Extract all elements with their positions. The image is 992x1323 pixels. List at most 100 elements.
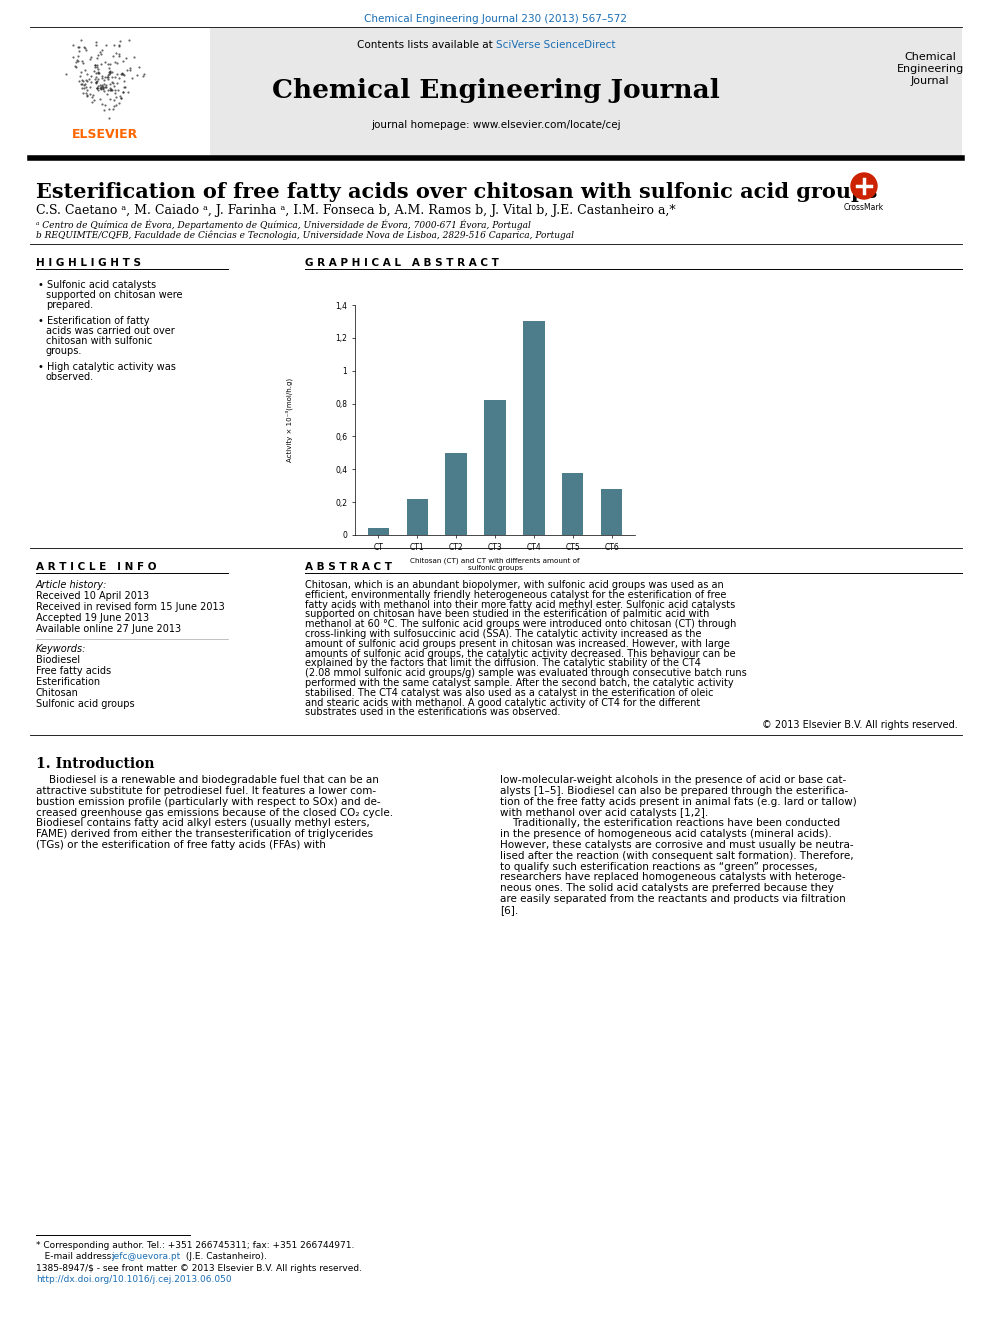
- Point: [102, 62, 118, 83]
- Point: [108, 42, 124, 64]
- Point: [92, 89, 108, 110]
- Point: [101, 99, 117, 120]
- Point: [102, 73, 118, 94]
- Point: [111, 67, 127, 89]
- Point: [69, 50, 85, 71]
- Point: [87, 57, 103, 78]
- Point: [115, 50, 131, 71]
- Text: Sulfonic acid groups: Sulfonic acid groups: [36, 699, 135, 709]
- Point: [122, 60, 138, 81]
- Text: Contents lists available at: Contents lists available at: [357, 40, 496, 50]
- Point: [120, 81, 136, 102]
- Point: [110, 79, 126, 101]
- Text: groups.: groups.: [46, 347, 82, 356]
- Point: [73, 50, 89, 71]
- Text: journal homepage: www.elsevier.com/locate/cej: journal homepage: www.elsevier.com/locat…: [371, 120, 621, 130]
- Point: [118, 48, 134, 69]
- Point: [79, 86, 95, 107]
- Text: amount of sulfonic acid groups present in chitosan was increased. However, with : amount of sulfonic acid groups present i…: [305, 639, 730, 648]
- Point: [81, 48, 97, 69]
- Point: [88, 30, 104, 52]
- Point: [83, 46, 99, 67]
- Bar: [445, 452, 467, 534]
- Point: [73, 74, 89, 95]
- Text: b REQUIMTE/CQFB, Faculdade de Ciências e Tecnologia, Universidade Nova de Lisboa: b REQUIMTE/CQFB, Faculdade de Ciências e…: [36, 232, 574, 241]
- Point: [111, 93, 127, 114]
- Text: jefc@uevora.pt: jefc@uevora.pt: [111, 1252, 181, 1261]
- Point: [74, 74, 90, 95]
- Text: • Esterification of fatty: • Esterification of fatty: [38, 316, 150, 325]
- Text: • High catalytic activity was: • High catalytic activity was: [38, 363, 176, 372]
- Point: [109, 73, 125, 94]
- Text: creased greenhouse gas emissions because of the closed CO₂ cycle.: creased greenhouse gas emissions because…: [36, 807, 393, 818]
- Point: [92, 74, 108, 95]
- Point: [129, 65, 145, 86]
- Point: [100, 54, 116, 75]
- Point: [102, 79, 118, 101]
- Point: [71, 41, 87, 62]
- Point: [64, 34, 80, 56]
- Point: [76, 74, 92, 95]
- Point: [93, 79, 109, 101]
- Text: E-mail address:: E-mail address:: [36, 1252, 117, 1261]
- Text: Free fatty acids: Free fatty acids: [36, 665, 111, 676]
- Point: [82, 71, 98, 93]
- Point: [86, 54, 102, 75]
- Point: [98, 74, 114, 95]
- Point: [98, 77, 114, 98]
- Point: [89, 71, 105, 93]
- Text: FAME) derived from either the transesterification of triglycerides: FAME) derived from either the transester…: [36, 830, 373, 839]
- Text: Biodiesel is a renewable and biodegradable fuel that can be an: Biodiesel is a renewable and biodegradab…: [36, 775, 379, 785]
- Point: [112, 30, 128, 52]
- Point: [106, 75, 122, 97]
- Point: [95, 77, 111, 98]
- Point: [122, 57, 138, 78]
- Text: A R T I C L E   I N F O: A R T I C L E I N F O: [36, 562, 157, 572]
- Point: [77, 74, 93, 95]
- Point: [72, 65, 88, 86]
- Point: [87, 34, 103, 56]
- Point: [88, 62, 104, 83]
- Text: Traditionally, the esterification reactions have been conducted: Traditionally, the esterification reacti…: [500, 819, 840, 828]
- Bar: [368, 528, 389, 534]
- Point: [113, 87, 129, 108]
- Point: [104, 71, 120, 93]
- Point: [78, 70, 94, 91]
- Point: [112, 86, 128, 107]
- Point: [93, 44, 109, 65]
- Text: C.S. Caetano ᵃ, M. Caiado ᵃ, J. Farinha ᵃ, I.M. Fonseca b, A.M. Ramos b, J. Vita: C.S. Caetano ᵃ, M. Caiado ᵃ, J. Farinha …: [36, 204, 676, 217]
- Text: Esterification: Esterification: [36, 677, 100, 687]
- Point: [68, 57, 84, 78]
- Text: Chemical Engineering Journal 230 (2013) 567–572: Chemical Engineering Journal 230 (2013) …: [364, 15, 628, 24]
- Text: stabilised. The CT4 catalyst was also used as a catalyst in the esterification o: stabilised. The CT4 catalyst was also us…: [305, 688, 713, 697]
- Point: [84, 91, 100, 112]
- Point: [73, 29, 89, 50]
- Text: attractive substitute for petrodiesel fuel. It features a lower com-: attractive substitute for petrodiesel fu…: [36, 786, 376, 796]
- Point: [106, 34, 122, 56]
- Point: [93, 94, 109, 115]
- Point: [88, 71, 104, 93]
- Point: [74, 52, 90, 73]
- Point: [70, 37, 86, 58]
- Point: [111, 45, 127, 66]
- Text: tion of the free fatty acids present in animal fats (e.g. lard or tallow): tion of the free fatty acids present in …: [500, 796, 857, 807]
- Text: efficient, environmentally friendly heterogeneous catalyst for the esterificatio: efficient, environmentally friendly hete…: [305, 590, 726, 599]
- Point: [96, 81, 112, 102]
- Point: [94, 74, 110, 95]
- Point: [102, 78, 118, 99]
- Point: [104, 66, 120, 87]
- Point: [116, 75, 132, 97]
- Point: [65, 46, 81, 67]
- Text: and stearic acids with methanol. A good catalytic activity of CT4 for the differ: and stearic acids with methanol. A good …: [305, 697, 700, 708]
- Point: [97, 77, 113, 98]
- Point: [109, 64, 125, 85]
- Text: are easily separated from the reactants and products via filtration: are easily separated from the reactants …: [500, 894, 846, 904]
- Point: [93, 77, 109, 98]
- Point: [89, 79, 105, 101]
- Point: [88, 48, 104, 69]
- Point: [96, 69, 112, 90]
- Point: [71, 37, 87, 58]
- Text: SciVerse ScienceDirect: SciVerse ScienceDirect: [496, 40, 615, 50]
- Point: [88, 66, 104, 87]
- Point: [95, 78, 111, 99]
